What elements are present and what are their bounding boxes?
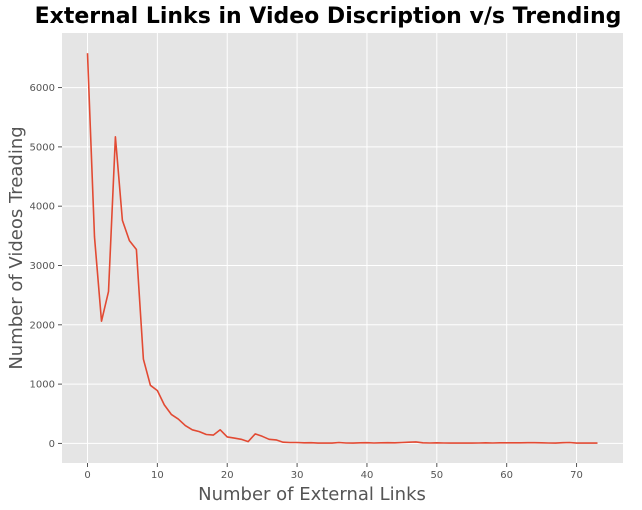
data-point — [457, 443, 458, 444]
data-point — [115, 136, 116, 137]
data-point — [338, 442, 339, 443]
data-point — [150, 385, 151, 386]
data-point — [436, 442, 437, 443]
data-point — [597, 443, 598, 444]
data-point — [310, 442, 311, 443]
data-point — [478, 442, 479, 443]
chart-title: External Links in Video Discription v/s … — [35, 4, 622, 29]
data-point — [576, 443, 577, 444]
data-point — [108, 291, 109, 292]
series-line — [86, 53, 598, 444]
data-point — [276, 439, 277, 440]
data-point — [206, 434, 207, 435]
data-point — [345, 442, 346, 443]
data-point — [548, 442, 549, 443]
series-layer — [86, 53, 598, 444]
x-tick-label: 30 — [291, 470, 304, 481]
axis-ticks: 0 10 20 30 40 50 60 70 0 1000 2000 3000 4000 5000 6000 — [30, 83, 583, 481]
data-point — [101, 321, 102, 322]
data-point — [387, 442, 388, 443]
data-point — [241, 439, 242, 440]
data-point — [143, 359, 144, 360]
data-point — [178, 419, 179, 420]
x-tick-label: 20 — [221, 470, 234, 481]
data-point — [303, 442, 304, 443]
data-point — [520, 442, 521, 443]
data-point — [527, 442, 528, 443]
x-axis-label: Number of External Links — [198, 484, 426, 505]
data-point — [185, 425, 186, 426]
data-point — [408, 442, 409, 443]
data-point — [94, 236, 95, 237]
x-tick-label: 60 — [500, 470, 513, 481]
data-point — [129, 240, 130, 241]
data-point — [380, 442, 381, 443]
data-point — [136, 249, 137, 250]
data-point — [220, 429, 221, 430]
grid-lines — [62, 33, 623, 463]
x-tick-label: 10 — [151, 470, 164, 481]
data-point — [429, 442, 430, 443]
x-tick-label: 40 — [361, 470, 374, 481]
data-point — [471, 443, 472, 444]
data-point — [192, 429, 193, 430]
x-tick-label: 70 — [570, 470, 583, 481]
data-point — [401, 442, 402, 443]
y-tick-label: 4000 — [30, 202, 55, 213]
data-point — [499, 442, 500, 443]
data-point — [415, 441, 416, 442]
data-point — [394, 442, 395, 443]
y-tick-label: 3000 — [30, 261, 55, 272]
data-point — [157, 390, 158, 391]
data-point — [492, 442, 493, 443]
data-point — [359, 442, 360, 443]
data-point — [324, 442, 325, 443]
data-point — [513, 442, 514, 443]
data-point — [373, 442, 374, 443]
data-point — [213, 435, 214, 436]
data-point — [290, 442, 291, 443]
y-tick-label: 6000 — [30, 83, 55, 94]
data-point — [296, 442, 297, 443]
data-point — [352, 442, 353, 443]
data-point — [248, 441, 249, 442]
data-point — [283, 442, 284, 443]
y-tick-label: 2000 — [30, 320, 55, 331]
data-point — [171, 414, 172, 415]
data-point — [541, 442, 542, 443]
data-point — [269, 439, 270, 440]
data-point — [199, 431, 200, 432]
data-point — [562, 442, 563, 443]
data-point — [366, 442, 367, 443]
data-point — [227, 436, 228, 437]
data-point — [450, 442, 451, 443]
data-point — [262, 436, 263, 437]
data-point — [87, 53, 88, 54]
y-axis-label: Number of Videos Treading — [6, 126, 27, 369]
plot-background — [62, 33, 623, 463]
data-point — [422, 442, 423, 443]
data-point — [569, 442, 570, 443]
y-tick-label: 0 — [49, 439, 55, 450]
data-point — [464, 442, 465, 443]
data-point — [534, 442, 535, 443]
y-tick-label: 5000 — [30, 142, 55, 153]
data-point — [583, 442, 584, 443]
data-point — [555, 443, 556, 444]
data-point — [590, 443, 591, 444]
data-point — [506, 442, 507, 443]
x-tick-label: 0 — [84, 470, 90, 481]
x-tick-label: 50 — [430, 470, 443, 481]
data-point — [255, 433, 256, 434]
data-point — [331, 443, 332, 444]
data-point — [234, 437, 235, 438]
data-point — [164, 404, 165, 405]
data-point — [122, 220, 123, 221]
data-point — [443, 442, 444, 443]
y-tick-label: 1000 — [30, 380, 55, 391]
data-point — [317, 443, 318, 444]
data-point — [485, 442, 486, 443]
